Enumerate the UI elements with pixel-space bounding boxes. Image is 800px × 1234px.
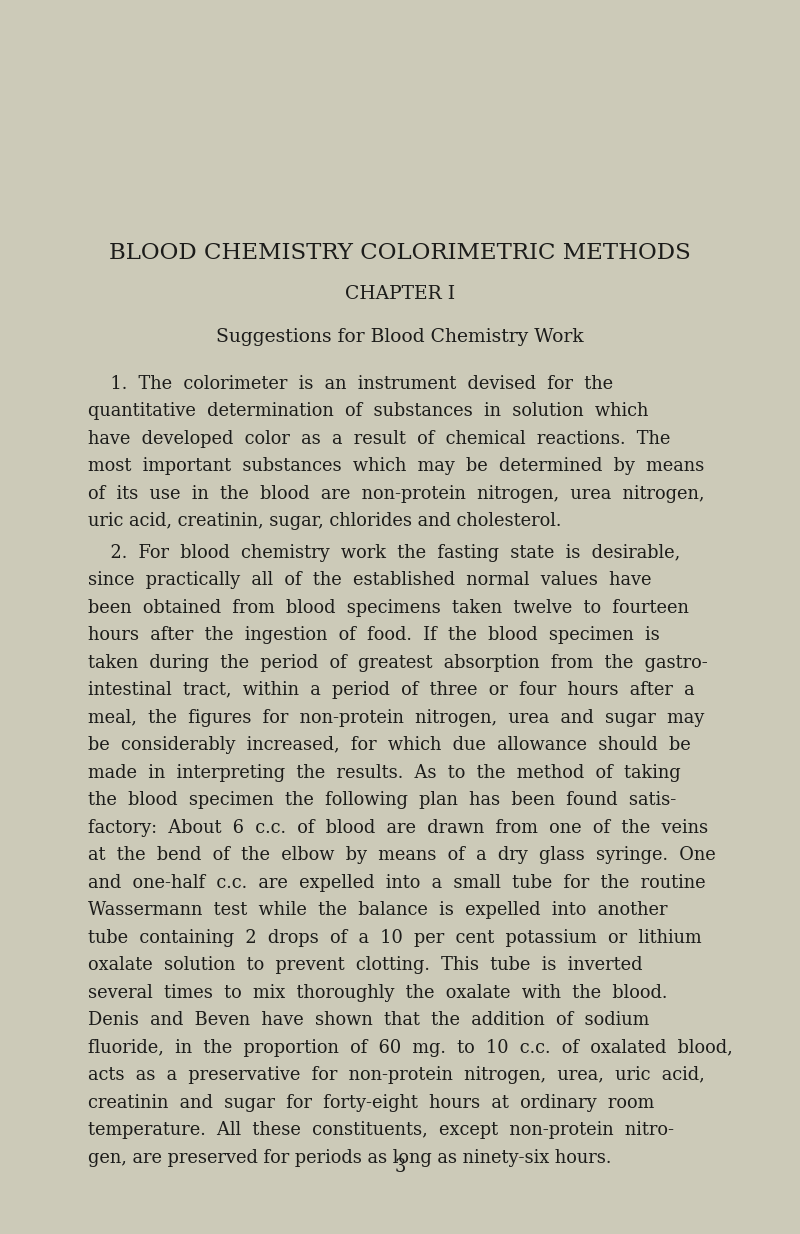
Text: Denis  and  Beven  have  shown  that  the  addition  of  sodium: Denis and Beven have shown that the addi… <box>88 1012 650 1029</box>
Text: creatinin  and  sugar  for  forty-eight  hours  at  ordinary  room: creatinin and sugar for forty-eight hour… <box>88 1095 654 1112</box>
Text: be  considerably  increased,  for  which  due  allowance  should  be: be considerably increased, for which due… <box>88 737 690 754</box>
Text: uric acid, creatinin, sugar, chlorides and cholesterol.: uric acid, creatinin, sugar, chlorides a… <box>88 512 562 531</box>
Text: temperature.  All  these  constituents,  except  non-protein  nitro-: temperature. All these constituents, exc… <box>88 1122 674 1139</box>
Text: the  blood  specimen  the  following  plan  has  been  found  satis-: the blood specimen the following plan ha… <box>88 791 676 810</box>
Text: 2.  For  blood  chemistry  work  the  fasting  state  is  desirable,: 2. For blood chemistry work the fasting … <box>88 544 680 561</box>
Text: tube  containing  2  drops  of  a  10  per  cent  potassium  or  lithium: tube containing 2 drops of a 10 per cent… <box>88 929 702 946</box>
Text: CHAPTER I: CHAPTER I <box>345 285 455 304</box>
Text: gen, are preserved for periods as long as ninety-six hours.: gen, are preserved for periods as long a… <box>88 1149 611 1167</box>
Text: Suggestions for Blood Chemistry Work: Suggestions for Blood Chemistry Work <box>216 328 584 346</box>
Text: at  the  bend  of  the  elbow  by  means  of  a  dry  glass  syringe.  One: at the bend of the elbow by means of a d… <box>88 847 716 865</box>
Text: most  important  substances  which  may  be  determined  by  means: most important substances which may be d… <box>88 458 704 475</box>
Text: Wassermann  test  while  the  balance  is  expelled  into  another: Wassermann test while the balance is exp… <box>88 902 667 919</box>
Text: 3: 3 <box>394 1157 406 1176</box>
Text: of  its  use  in  the  blood  are  non-protein  nitrogen,  urea  nitrogen,: of its use in the blood are non-protein … <box>88 485 705 503</box>
Text: several  times  to  mix  thoroughly  the  oxalate  with  the  blood.: several times to mix thoroughly the oxal… <box>88 983 667 1002</box>
Text: made  in  interpreting  the  results.  As  to  the  method  of  taking: made in interpreting the results. As to … <box>88 764 681 782</box>
Text: taken  during  the  period  of  greatest  absorption  from  the  gastro-: taken during the period of greatest abso… <box>88 654 708 673</box>
Text: intestinal  tract,  within  a  period  of  three  or  four  hours  after  a: intestinal tract, within a period of thr… <box>88 681 694 700</box>
Text: meal,  the  figures  for  non-protein  nitrogen,  urea  and  sugar  may: meal, the figures for non-protein nitrog… <box>88 710 704 727</box>
Text: since  practically  all  of  the  established  normal  values  have: since practically all of the established… <box>88 571 651 590</box>
Text: fluoride,  in  the  proportion  of  60  mg.  to  10  c.c.  of  oxalated  blood,: fluoride, in the proportion of 60 mg. to… <box>88 1039 733 1058</box>
Text: oxalate  solution  to  prevent  clotting.  This  tube  is  inverted: oxalate solution to prevent clotting. Th… <box>88 956 642 975</box>
Text: hours  after  the  ingestion  of  food.  If  the  blood  specimen  is: hours after the ingestion of food. If th… <box>88 627 660 644</box>
Text: and  one-half  c.c.  are  expelled  into  a  small  tube  for  the  routine: and one-half c.c. are expelled into a sm… <box>88 874 706 892</box>
Text: factory:  About  6  c.c.  of  blood  are  drawn  from  one  of  the  veins: factory: About 6 c.c. of blood are drawn… <box>88 819 708 837</box>
Text: BLOOD CHEMISTRY COLORIMETRIC METHODS: BLOOD CHEMISTRY COLORIMETRIC METHODS <box>109 242 691 264</box>
Text: quantitative  determination  of  substances  in  solution  which: quantitative determination of substances… <box>88 402 648 421</box>
Text: 1.  The  colorimeter  is  an  instrument  devised  for  the: 1. The colorimeter is an instrument devi… <box>88 375 613 392</box>
Text: acts  as  a  preservative  for  non-protein  nitrogen,  urea,  uric  acid,: acts as a preservative for non-protein n… <box>88 1066 705 1085</box>
Text: been  obtained  from  blood  specimens  taken  twelve  to  fourteen: been obtained from blood specimens taken… <box>88 598 689 617</box>
Text: have  developed  color  as  a  result  of  chemical  reactions.  The: have developed color as a result of chem… <box>88 429 670 448</box>
